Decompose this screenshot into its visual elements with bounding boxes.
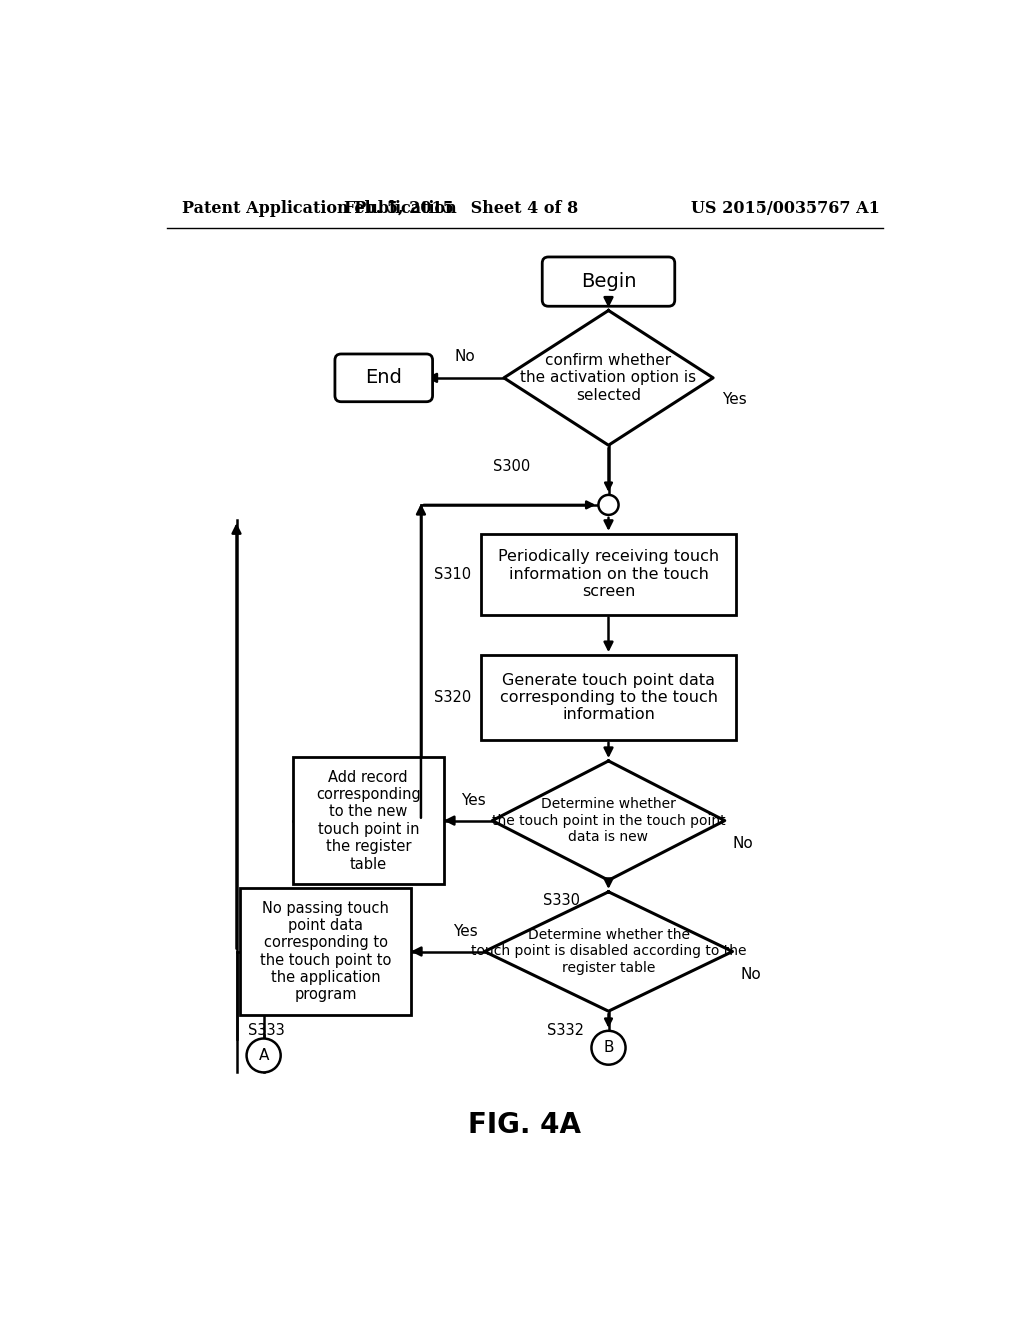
Circle shape — [592, 1031, 626, 1065]
Text: B: B — [603, 1040, 613, 1055]
Text: US 2015/0035767 A1: US 2015/0035767 A1 — [691, 199, 880, 216]
Text: confirm whether
the activation option is
selected: confirm whether the activation option is… — [520, 352, 696, 403]
Text: Generate touch point data
corresponding to the touch
information: Generate touch point data corresponding … — [500, 672, 718, 722]
FancyBboxPatch shape — [543, 257, 675, 306]
Text: No: No — [740, 966, 761, 982]
Text: Begin: Begin — [581, 272, 636, 292]
Text: Yes: Yes — [461, 793, 486, 808]
Text: Periodically receiving touch
information on the touch
screen: Periodically receiving touch information… — [498, 549, 719, 599]
Text: Add record
corresponding
to the new
touch point in
the register
table: Add record corresponding to the new touc… — [315, 770, 421, 871]
Text: Determine whether
the touch point in the touch point
data is new: Determine whether the touch point in the… — [492, 797, 725, 843]
Text: S332: S332 — [548, 1023, 585, 1039]
Text: A: A — [258, 1048, 269, 1063]
Bar — [293, 758, 443, 884]
Text: Feb. 5, 2015   Sheet 4 of 8: Feb. 5, 2015 Sheet 4 of 8 — [344, 199, 579, 216]
Text: No: No — [455, 348, 475, 364]
Text: No: No — [732, 836, 754, 851]
Bar — [480, 655, 736, 739]
Text: End: End — [366, 368, 402, 387]
Text: S333: S333 — [248, 1023, 285, 1039]
Text: No passing touch
point data
corresponding to
the touch point to
the application
: No passing touch point data correspondin… — [260, 900, 391, 1002]
Polygon shape — [493, 760, 725, 880]
Text: S320: S320 — [434, 690, 471, 705]
Text: FIG. 4A: FIG. 4A — [468, 1110, 582, 1139]
Text: Yes: Yes — [722, 392, 748, 407]
Text: Yes: Yes — [454, 924, 478, 940]
FancyBboxPatch shape — [335, 354, 432, 401]
Bar — [241, 888, 411, 1015]
Polygon shape — [484, 892, 732, 1011]
Circle shape — [247, 1039, 281, 1072]
Text: Determine whether the
touch point is disabled according to the
register table: Determine whether the touch point is dis… — [471, 928, 746, 974]
Text: S310: S310 — [434, 566, 471, 582]
Circle shape — [598, 495, 618, 515]
Text: Patent Application Publication: Patent Application Publication — [182, 199, 457, 216]
Text: S330: S330 — [544, 892, 581, 908]
Polygon shape — [504, 310, 713, 445]
Bar — [480, 533, 736, 615]
Text: S300: S300 — [493, 459, 530, 474]
Text: S331: S331 — [300, 892, 337, 908]
